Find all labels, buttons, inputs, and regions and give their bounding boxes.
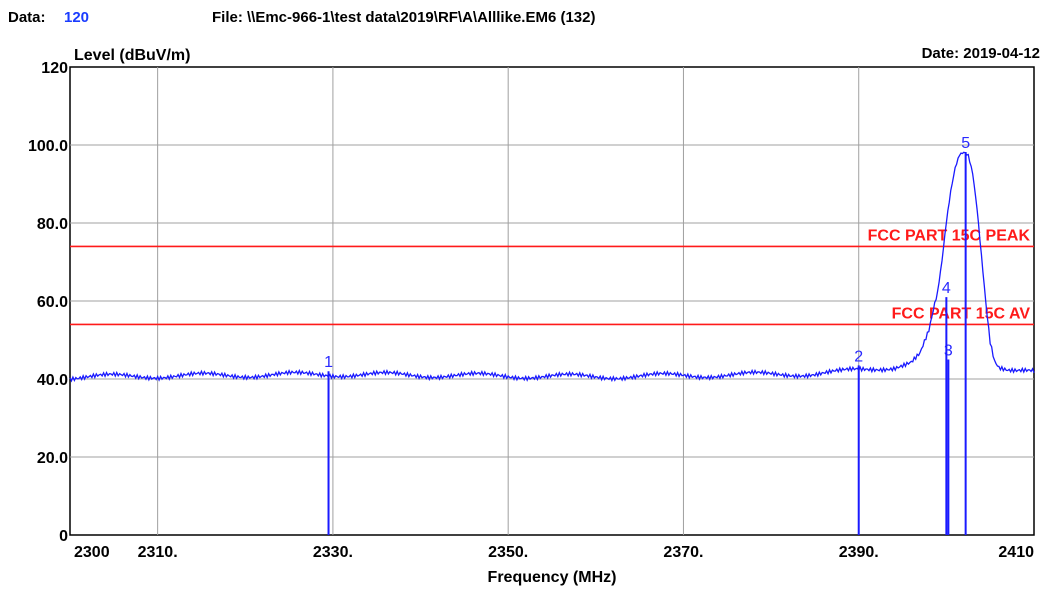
chart-date: Date: 2019-04-12 bbox=[922, 45, 1040, 62]
marker-label: 4 bbox=[942, 280, 951, 297]
y-tick-label: 100.0 bbox=[28, 138, 68, 155]
limit-label: FCC PART 15C AV bbox=[892, 305, 1031, 322]
y-axis-label: Level (dBuV/m) bbox=[74, 47, 190, 64]
limit-lines: FCC PART 15C PEAK FCC PART 15C AV bbox=[70, 227, 1034, 326]
x-tick-label: 2330. bbox=[313, 544, 353, 561]
data-value: 120 bbox=[64, 9, 89, 26]
y-tick-label: 40.0 bbox=[37, 372, 68, 389]
marker-label: 3 bbox=[944, 343, 953, 360]
marker-label: 1 bbox=[324, 354, 333, 371]
markers: 1 2 3 4 5 bbox=[324, 135, 970, 535]
y-tick-label: 80.0 bbox=[37, 216, 68, 233]
series-layer bbox=[69, 151, 1035, 383]
data-label: Data: bbox=[8, 9, 46, 26]
tick-labels: 2300 2310. 2330. 2350. 2370. 2390. 2410 0 20.0 40… bbox=[28, 60, 1034, 561]
x-tick-label: 2410 bbox=[998, 544, 1034, 561]
y-tick-label: 120 bbox=[41, 60, 68, 77]
y-tick-label: 60.0 bbox=[37, 294, 68, 311]
marker-label: 5 bbox=[961, 135, 970, 152]
x-tick-label: 2390. bbox=[839, 544, 879, 561]
file-path: File: \\Emc-966-1\test data\2019\RF\A\Al… bbox=[212, 9, 595, 26]
limit-label: FCC PART 15C PEAK bbox=[868, 227, 1031, 244]
x-axis-label: Frequency (MHz) bbox=[488, 569, 617, 586]
x-tick-label: 2350. bbox=[488, 544, 528, 561]
x-tick-label: 2370. bbox=[663, 544, 703, 561]
grid bbox=[70, 67, 1034, 535]
y-tick-label: 0 bbox=[59, 528, 68, 545]
series-line bbox=[69, 151, 1035, 383]
marker-label: 2 bbox=[854, 348, 863, 365]
x-tick-label: 2300 bbox=[74, 544, 110, 561]
y-tick-label: 20.0 bbox=[37, 450, 68, 467]
x-tick-label: 2310. bbox=[138, 544, 178, 561]
